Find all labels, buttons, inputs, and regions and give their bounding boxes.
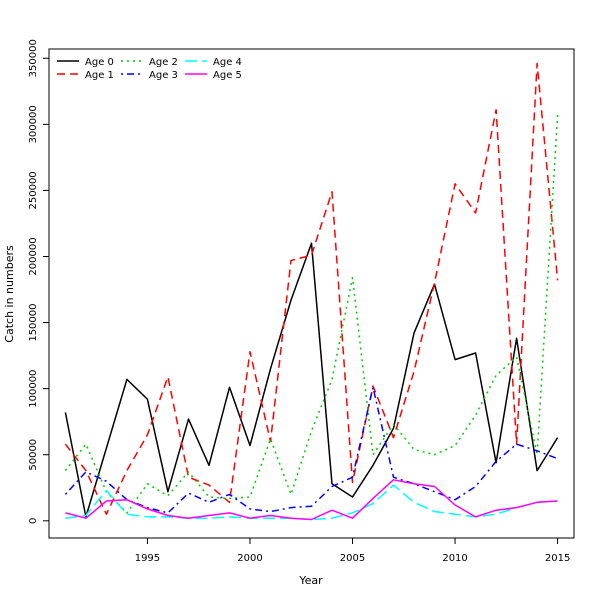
series-line-age-0: [64, 242, 559, 518]
legend-label: Age 5: [213, 70, 242, 81]
x-axis: 1995 2000 2005 2010 2015: [135, 538, 570, 564]
x-tick-label: 1995: [135, 553, 160, 564]
plot-frame: [48, 48, 575, 539]
series-line-age-1: [64, 62, 559, 515]
y-tick-label: 50000: [28, 439, 39, 471]
y-axis-label: Catch in numbers: [3, 245, 16, 343]
y-tick-label: 250000: [28, 171, 39, 209]
x-axis-label: Year: [298, 574, 323, 587]
x-tick-label: 2005: [340, 553, 365, 564]
x-tick-label: 2000: [237, 553, 262, 564]
y-tick-label: 300000: [28, 105, 39, 143]
y-tick-label: 350000: [28, 39, 39, 77]
x-tick-label: 2015: [545, 553, 570, 564]
legend: Age 0 Age 1 Age 2 Age 3 Age 4 Age 5: [57, 57, 242, 81]
x-tick-label: 2010: [442, 553, 467, 564]
series-line-age-2: [64, 115, 559, 514]
legend-label: Age 1: [85, 70, 114, 81]
y-tick-label: 150000: [28, 303, 39, 341]
y-axis: 0 50000 100000 150000 200000 250000 300000 3500…: [28, 39, 49, 524]
legend-label: Age 2: [149, 57, 178, 68]
legend-label: Age 0: [85, 57, 114, 68]
y-tick-label: 0: [28, 518, 39, 524]
series-lines: [64, 62, 559, 521]
legend-label: Age 4: [213, 57, 242, 68]
series-line-age-3: [64, 386, 558, 514]
series-line-age-5: [65, 479, 558, 521]
legend-label: Age 3: [149, 70, 178, 81]
y-tick-label: 200000: [28, 237, 39, 275]
y-tick-label: 100000: [28, 370, 39, 408]
